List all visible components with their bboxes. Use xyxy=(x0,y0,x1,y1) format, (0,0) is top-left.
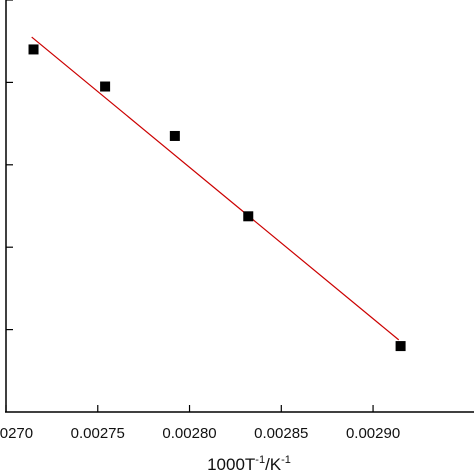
x-axis-label: 1000T-1/K-1 xyxy=(207,454,291,474)
x-tick-label: 0.00290 xyxy=(346,425,400,442)
x-axis-label-part: /K xyxy=(265,455,282,474)
data-points xyxy=(28,44,406,352)
x-tick-label: 0.00275 xyxy=(71,425,125,442)
data-point xyxy=(100,81,111,92)
data-point xyxy=(28,44,39,55)
x-axis-label-part: 1000T xyxy=(207,455,255,474)
x-tick-labels: 0.00270 0.00275 0.00280 0.00285 0.00290 xyxy=(0,425,400,442)
axes-frame xyxy=(5,0,474,413)
x-axis-label-superscript: -1 xyxy=(255,454,265,466)
data-point xyxy=(169,130,180,141)
fit-line xyxy=(31,36,400,341)
fit-line-group xyxy=(31,36,400,341)
x-tick-label: 0.00280 xyxy=(162,425,216,442)
data-point xyxy=(243,211,254,222)
data-point xyxy=(395,341,406,352)
tick-marks xyxy=(5,0,374,412)
x-tick-label: 0.00285 xyxy=(254,425,308,442)
x-axis-label-superscript: -1 xyxy=(281,454,291,466)
x-tick-label: 0.00270 xyxy=(0,425,33,442)
